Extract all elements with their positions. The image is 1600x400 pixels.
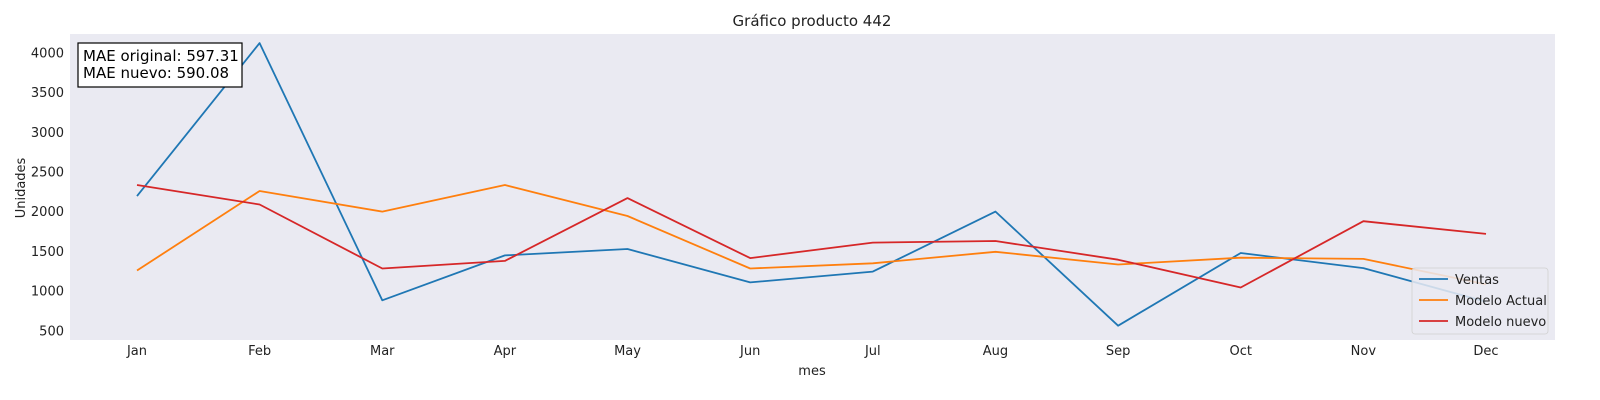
y-axis: 500 1000 1500 2000 2500 3000 3500 4000 [31, 46, 64, 339]
legend-label: Ventas [1455, 273, 1499, 288]
chart-title: Gráfico producto 442 [733, 12, 892, 30]
x-tick-label: Mar [370, 344, 395, 359]
x-tick-label: Sep [1106, 344, 1131, 359]
x-tick-label: Jun [739, 344, 760, 359]
x-tick-label: Aug [983, 344, 1008, 359]
y-tick-label: 1000 [31, 285, 64, 300]
series-lines [136, 42, 1487, 327]
y-axis-label: Unidades [14, 157, 29, 218]
series-line-3 [136, 184, 1487, 289]
x-tick-label: May [614, 344, 641, 359]
annotation-mae-original: MAE original: 597.31 [83, 47, 239, 65]
y-tick-label: 3500 [31, 86, 64, 101]
x-tick-label: Oct [1229, 344, 1251, 359]
y-tick-label: 4000 [31, 46, 64, 61]
y-tick-label: 3000 [31, 126, 64, 141]
annotation-mae-nuevo: MAE nuevo: 590.08 [83, 64, 229, 82]
y-tick-label: 2000 [31, 205, 64, 220]
plot-area [70, 34, 1555, 340]
annotation-box: MAE original: 597.31 MAE nuevo: 590.08 [77, 42, 243, 88]
x-tick-label: Jul [864, 344, 881, 359]
series-line-2 [136, 184, 1487, 286]
y-tick-label: 1500 [31, 245, 64, 260]
x-tick-label: Feb [248, 344, 271, 359]
x-axis: Jan Feb Mar Apr May Jun Jul Aug Sep Oct Nov Dec [126, 344, 1499, 359]
x-tick-label: Apr [494, 344, 517, 359]
x-tick-label: Jan [126, 344, 147, 359]
y-tick-label: 2500 [31, 166, 64, 181]
legend-label: Modelo nuevo [1455, 315, 1546, 330]
y-tick-label: 500 [39, 324, 64, 339]
x-axis-label: mes [798, 364, 826, 379]
legend-box [1411, 267, 1549, 335]
legend-label: Modelo Actual [1455, 294, 1547, 309]
x-tick-label: Dec [1473, 344, 1498, 359]
legend: Ventas Modelo Actual Modelo nuevo [1411, 267, 1549, 335]
x-tick-label: Nov [1351, 344, 1377, 359]
